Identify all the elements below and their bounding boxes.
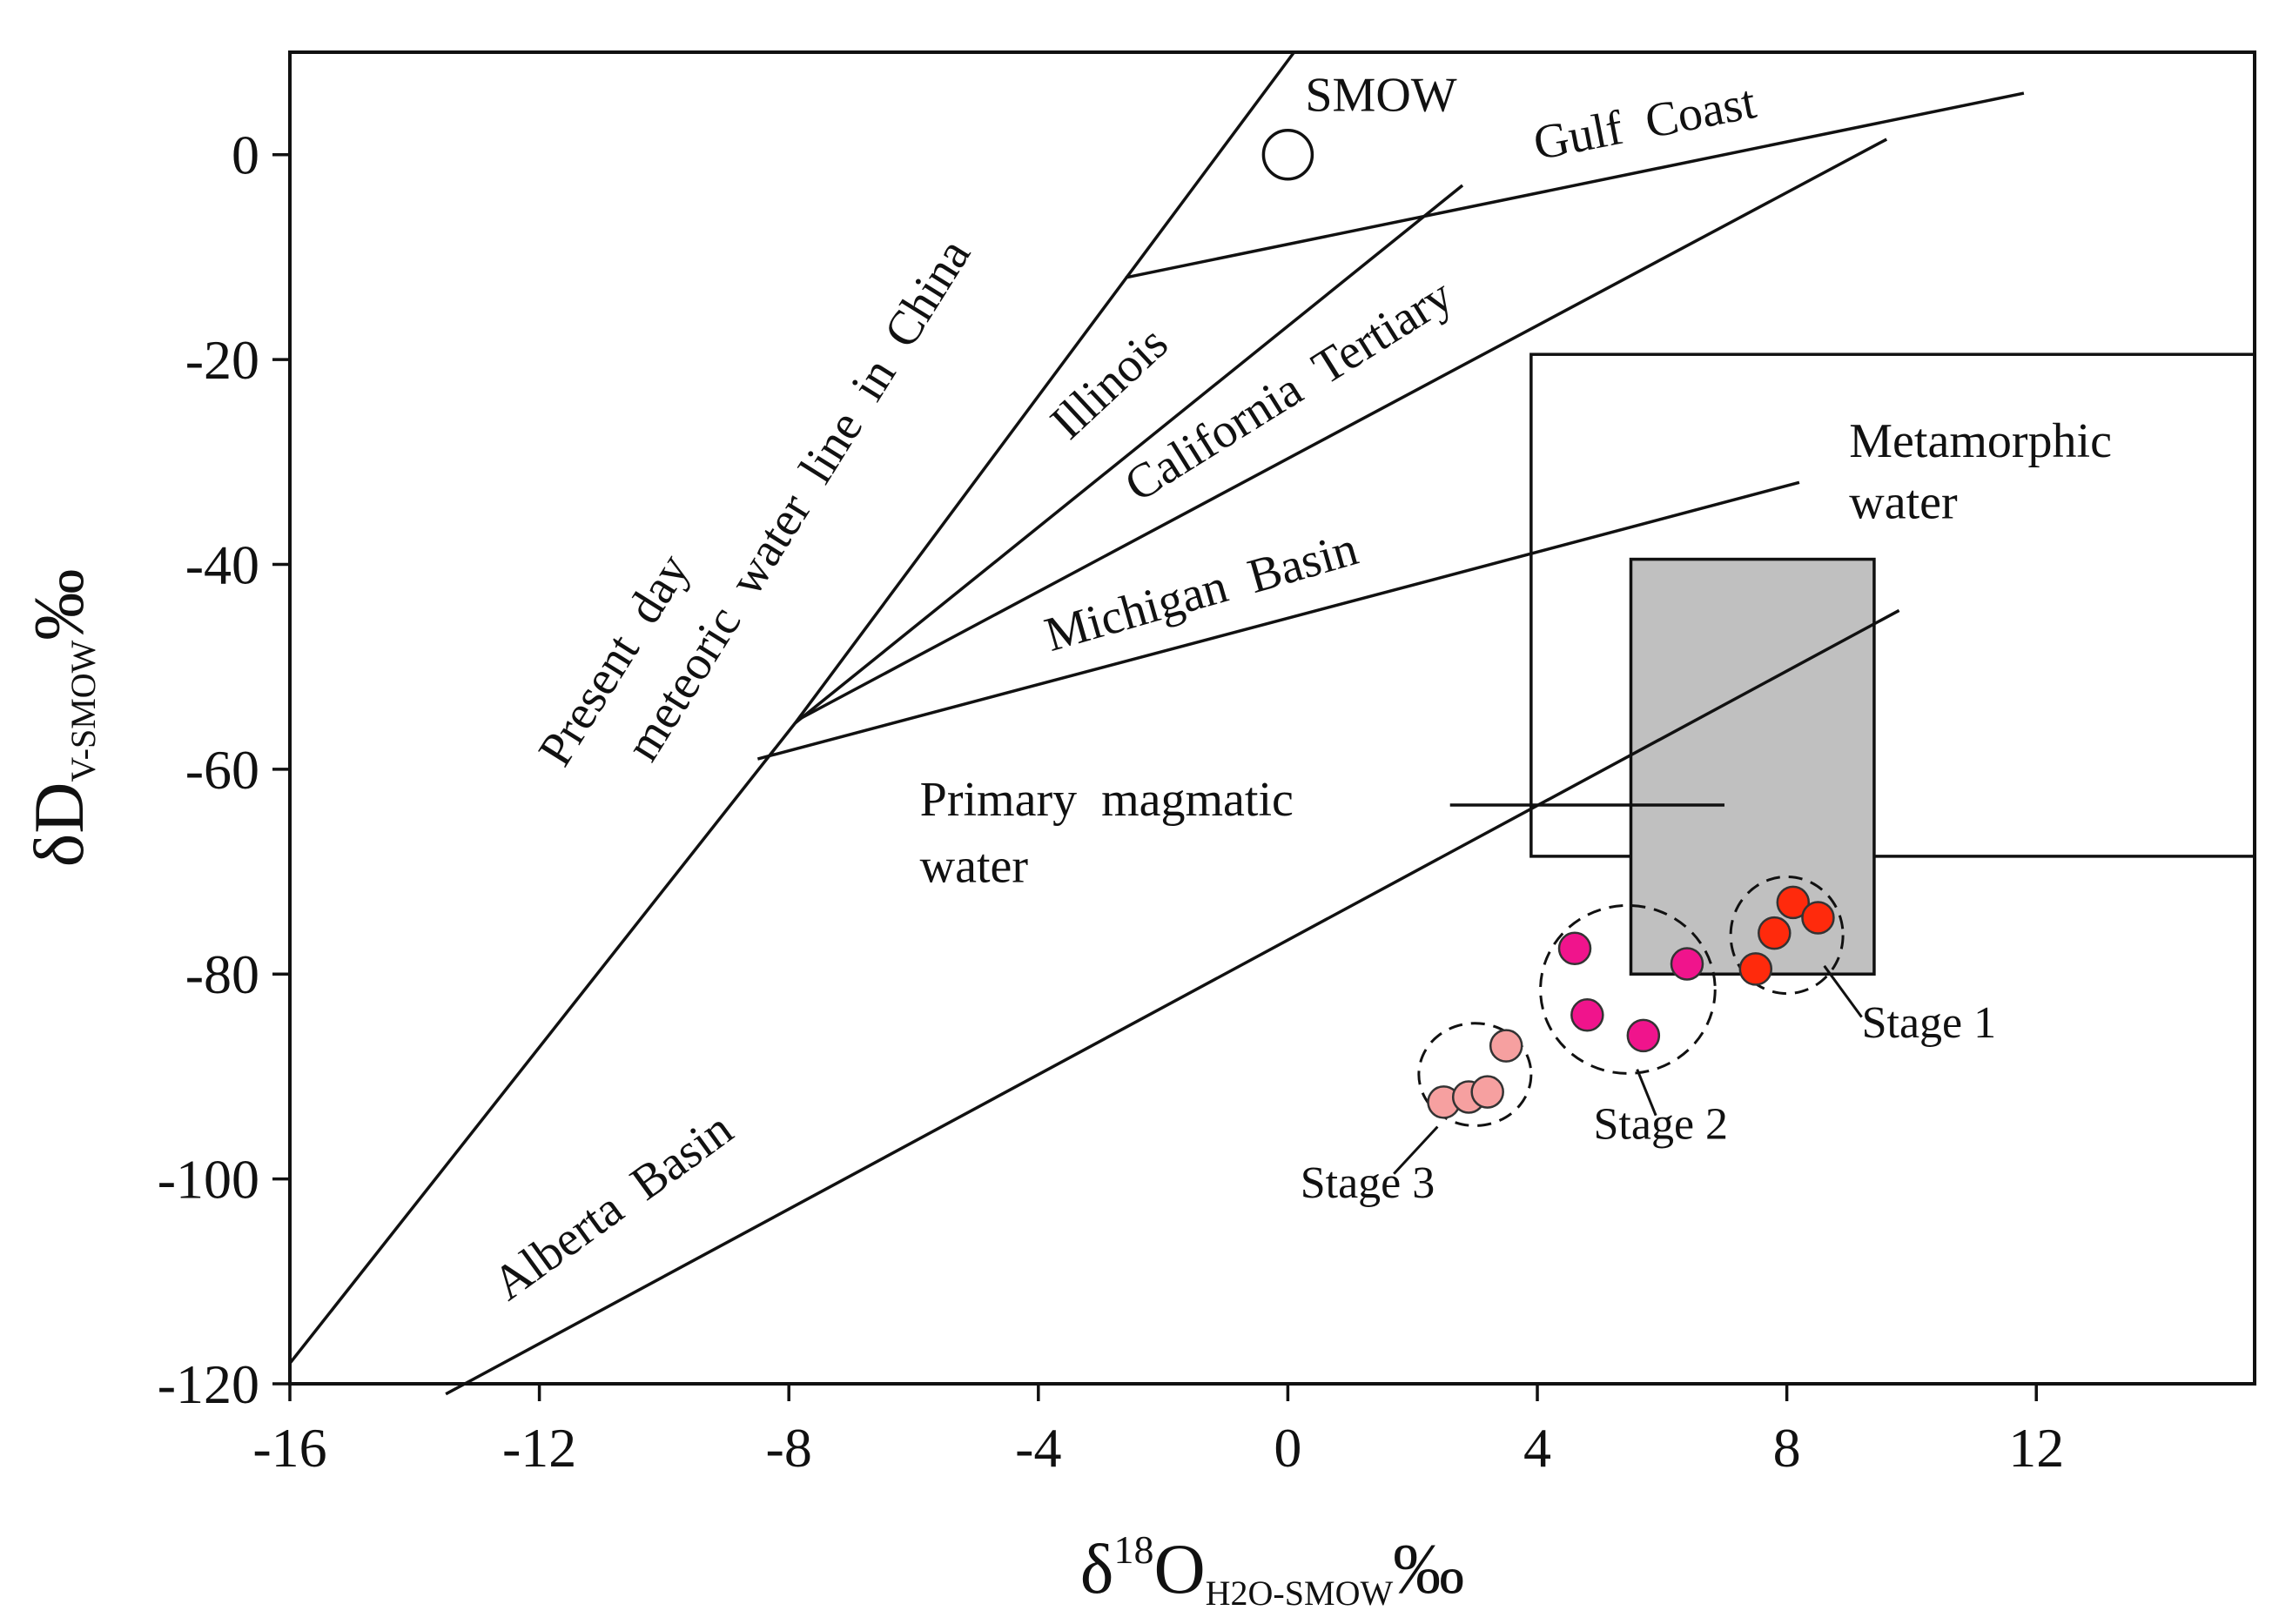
x-title-main: O	[1153, 1529, 1205, 1608]
stage-2-point-3	[1570, 998, 1604, 1032]
label-metamorphic-1: Metamorphic	[1849, 414, 2112, 468]
y-title-suffix: ‰	[19, 569, 98, 641]
stage-2-ellipse	[1539, 903, 1717, 1075]
y-title-sub: V-SMOW	[64, 640, 103, 782]
alberta-basin-line	[445, 608, 1900, 1396]
x-title-sub: H2O-SMOW	[1206, 1574, 1394, 1613]
y-axis-title: δDV-SMOW‰	[19, 569, 103, 868]
x-title-sup: 18	[1113, 1527, 1153, 1572]
x-title-suffix: ‰	[1393, 1529, 1464, 1608]
plot-frame	[288, 50, 2256, 1386]
y-tick-label-0: 0	[232, 124, 259, 186]
y-tick-label--60: -60	[185, 739, 259, 801]
label-meteoric-line-2: meteoric water line in China	[615, 230, 981, 770]
california-tertiary-line	[800, 138, 1888, 720]
y-tick-label--80: -80	[185, 943, 259, 1005]
label-alberta-basin: Alberta Basin	[483, 1102, 743, 1311]
stage-2-leader	[1636, 1069, 1657, 1117]
points-layer: Stage 1 Stage 2 Stage 3	[1301, 875, 1997, 1208]
stage-1-point-2	[1801, 901, 1835, 935]
x-title-delta: δ	[1080, 1529, 1114, 1608]
stage-1-point-4	[1738, 952, 1773, 986]
stage-3-point-1	[1489, 1029, 1523, 1063]
x-axis-title: δ18OH2O-SMOW‰	[1080, 1527, 1464, 1613]
label-gulf-coast: Gulf Coast	[1529, 75, 1761, 171]
stage-3-point-4	[1470, 1075, 1504, 1109]
x-tick-label-12: 12	[2008, 1417, 2064, 1479]
stage-1-point-3	[1758, 916, 1792, 950]
primary-magmatic-water-box	[1629, 557, 1876, 976]
x-tick-label-0: 0	[1274, 1417, 1301, 1479]
stage-3-label: Stage 3	[1301, 1158, 1435, 1208]
x-tick-label--12: -12	[502, 1417, 576, 1479]
smow-marker	[1261, 128, 1314, 181]
stage-1-ellipse	[1729, 875, 1845, 996]
x-tick-label--16: -16	[252, 1417, 326, 1479]
x-tick-label--4: -4	[1015, 1417, 1061, 1479]
label-magmatic-1: Primary magmatic	[920, 773, 1294, 827]
label-metamorphic-2: water	[1849, 476, 1958, 530]
stage-1-point-1	[1776, 885, 1811, 920]
smow-label: SMOW	[1305, 69, 1456, 123]
x-tick-label--8: -8	[766, 1417, 812, 1479]
label-california-tertiary: California Tertiary	[1115, 268, 1462, 513]
stage-3-ellipse	[1417, 1022, 1533, 1127]
lines-layer	[288, 50, 2025, 1396]
x-tick-label-4: 4	[1523, 1417, 1551, 1479]
y-tick-label--120: -120	[158, 1353, 259, 1415]
y-tick-label--20: -20	[185, 329, 259, 391]
y-tick-label--100: -100	[158, 1149, 259, 1211]
illinois-line	[794, 184, 1464, 725]
stage-2-point-2	[1670, 947, 1704, 981]
y-title-main: δD	[19, 782, 98, 868]
stage-1-label: Stage 1	[1862, 998, 1997, 1048]
y-tick-label--40: -40	[185, 534, 259, 595]
x-tick-label-8: 8	[1773, 1417, 1801, 1479]
stage-2-point-4	[1626, 1018, 1661, 1053]
gulf-coast-line	[1125, 91, 2025, 279]
stage-3-leader	[1393, 1125, 1439, 1175]
michigan-basin-line	[756, 480, 1800, 761]
stage-2-label: Stage 2	[1594, 1100, 1729, 1150]
label-magmatic-2: water	[920, 839, 1029, 893]
stage-2-point-1	[1557, 931, 1592, 966]
stage-1-leader	[1823, 964, 1863, 1018]
meteoric-line	[288, 50, 1295, 1365]
axes-layer: -16 -12 -8 -4 0 4 8 120-20-40-60-80-100-120	[158, 124, 2065, 1479]
